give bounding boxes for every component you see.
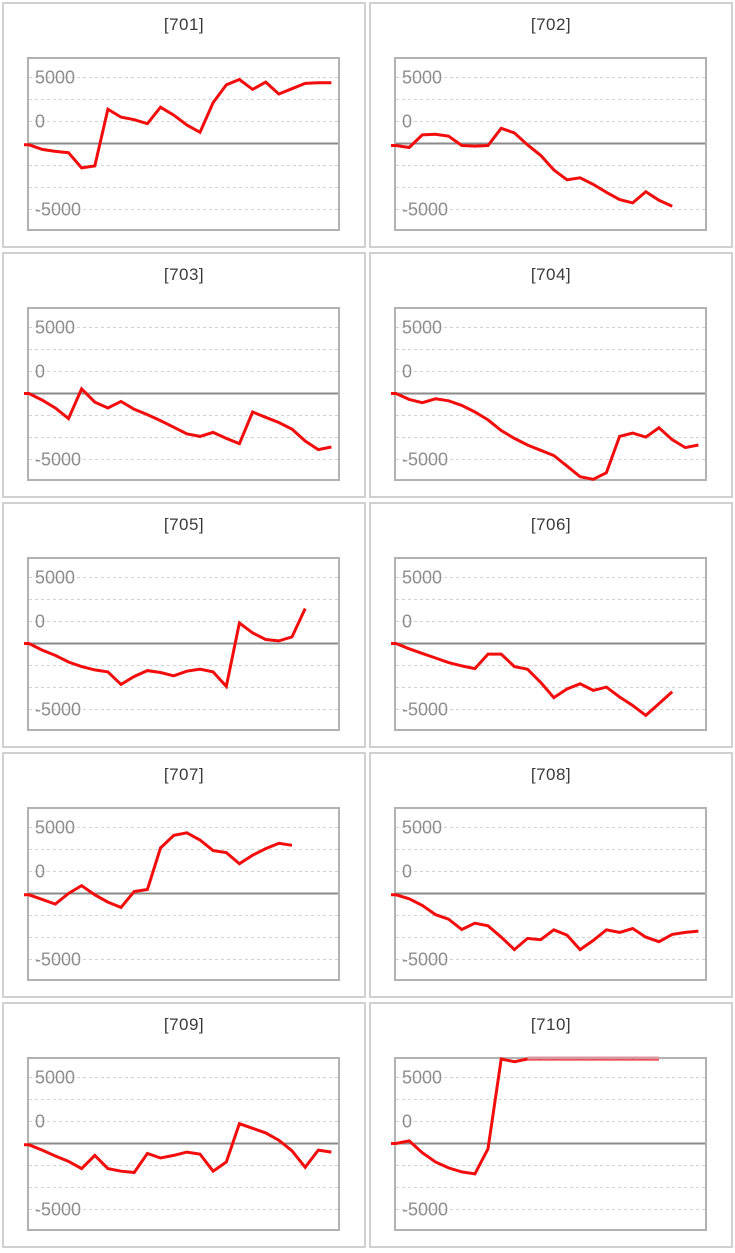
- y-axis-tick-label: 5000: [402, 1068, 442, 1088]
- y-axis-tick-label: 0: [35, 362, 45, 382]
- plot-area: 5000 0 -5000: [24, 557, 340, 731]
- plot-area: 5000 0 -5000: [24, 807, 340, 981]
- y-axis-tick-label: -5000: [402, 950, 448, 970]
- slump-line: [24, 386, 332, 452]
- plot-area: 5000 0 -5000: [24, 57, 340, 231]
- y-axis-tick-label: 0: [35, 112, 45, 132]
- machine-chart-card: [707] 5000 0 -5000: [2, 752, 366, 998]
- y-axis-tick-label: 0: [35, 862, 45, 882]
- machine-number-title: [705]: [163, 515, 205, 534]
- y-axis-tick-label: 5000: [35, 818, 75, 838]
- plot-area: 5000 0 -5000: [391, 1056, 707, 1231]
- line-chart-svg: 5000 0 -5000: [391, 68, 705, 220]
- slump-line: [391, 893, 699, 952]
- y-axis-tick-label: 0: [402, 862, 412, 882]
- machine-number-title: [704]: [530, 265, 572, 284]
- y-axis-tick-label: 5000: [402, 68, 442, 88]
- slump-line: [24, 77, 332, 170]
- y-axis-tick-label: 0: [35, 612, 45, 632]
- line-chart-svg: 5000 0 -5000: [391, 818, 705, 970]
- slump-line: [391, 126, 673, 208]
- line-chart-svg: 5000 0 -5000: [391, 318, 705, 481]
- y-axis-tick-label: 0: [402, 362, 412, 382]
- line-chart-svg: 5000 0 -5000: [24, 1068, 338, 1220]
- y-axis-tick-label: 0: [402, 112, 412, 132]
- machine-number-title: [709]: [163, 1015, 205, 1034]
- y-axis-tick-label: 0: [35, 1112, 45, 1132]
- plot-area: 5000 0 -5000: [24, 307, 340, 481]
- y-axis-tick-label: -5000: [402, 200, 448, 220]
- line-chart-svg: 5000 0 -5000: [24, 318, 338, 470]
- machine-chart-card: [704] 5000 0 -5000: [369, 252, 733, 498]
- machine-number-title: [703]: [163, 265, 205, 284]
- y-axis-tick-label: 5000: [402, 818, 442, 838]
- machine-chart-card: [702] 5000 0 -5000: [369, 2, 733, 248]
- machine-chart-card: [703] 5000 0 -5000: [2, 252, 366, 498]
- y-axis-tick-label: 5000: [35, 1068, 75, 1088]
- machine-chart-card: [710] 5000 0 -5000: [369, 1002, 733, 1248]
- plot-area: 5000 0 -5000: [24, 1057, 340, 1231]
- y-axis-tick-label: -5000: [402, 1200, 448, 1220]
- machine-chart-card: [705] 5000 0 -5000: [2, 502, 366, 748]
- machine-chart-card: [709] 5000 0 -5000: [2, 1002, 366, 1248]
- y-axis-tick-label: -5000: [35, 200, 81, 220]
- y-axis-tick-label: -5000: [35, 1200, 81, 1220]
- plot-area: 5000 0 -5000: [391, 557, 707, 731]
- slump-line: [24, 1121, 332, 1175]
- machine-number-title: [701]: [163, 15, 205, 34]
- plot-area: 5000 0 -5000: [391, 307, 707, 481]
- slump-line: [391, 642, 674, 718]
- y-axis-tick-label: 0: [402, 612, 412, 632]
- y-axis-tick-label: 0: [402, 1112, 412, 1132]
- line-chart-svg: 5000 0 -5000: [391, 1056, 705, 1220]
- machine-chart-card: [701] 5000 0 -5000: [2, 2, 366, 248]
- slump-line: [24, 607, 307, 690]
- y-axis-tick-label: -5000: [35, 700, 81, 720]
- y-axis-tick-label: 5000: [402, 318, 442, 338]
- line-chart-svg: 5000 0 -5000: [391, 568, 705, 720]
- slump-line: [391, 392, 699, 481]
- machine-number-title: [702]: [530, 15, 572, 34]
- line-chart-svg: 5000 0 -5000: [24, 818, 338, 970]
- machine-number-title: [706]: [530, 515, 572, 534]
- machine-chart-card: [706] 5000 0 -5000: [369, 502, 733, 748]
- line-chart-svg: 5000 0 -5000: [24, 68, 338, 220]
- line-chart-svg: 5000 0 -5000: [24, 568, 338, 720]
- y-axis-tick-label: -5000: [35, 450, 81, 470]
- y-axis-tick-label: -5000: [402, 700, 448, 720]
- machine-number-title: [708]: [530, 765, 572, 784]
- slump-line: [24, 831, 293, 910]
- machine-chart-card: [708] 5000 0 -5000: [369, 752, 733, 998]
- y-axis-tick-label: -5000: [402, 450, 448, 470]
- machine-number-title: [707]: [163, 765, 205, 784]
- y-axis-tick-label: 5000: [35, 68, 75, 88]
- y-axis-tick-label: 5000: [35, 318, 75, 338]
- y-axis-tick-label: 5000: [35, 568, 75, 588]
- machine-number-title: [710]: [530, 1015, 572, 1034]
- y-axis-tick-label: 5000: [402, 568, 442, 588]
- plot-area: 5000 0 -5000: [391, 57, 707, 231]
- plot-area: 5000 0 -5000: [391, 807, 707, 981]
- y-axis-tick-label: -5000: [35, 950, 81, 970]
